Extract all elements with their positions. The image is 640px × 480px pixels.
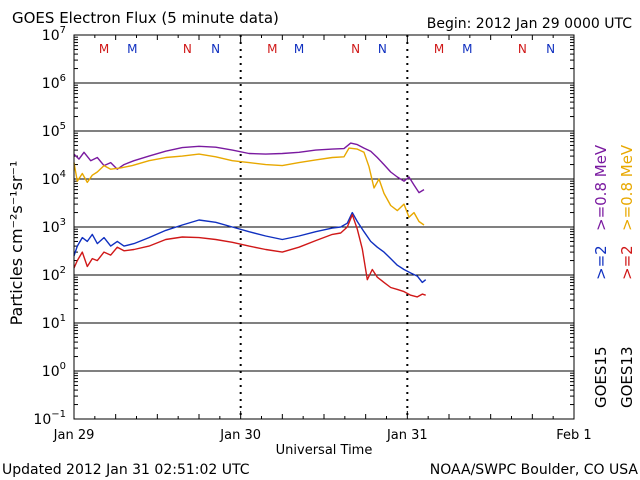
goes13-label: GOES13	[618, 346, 636, 408]
goes13-ge2-label: >=2	[618, 245, 636, 280]
y-tick-label: 107	[42, 25, 66, 44]
y-tick-label: 105	[42, 121, 66, 140]
plot-frame	[73, 34, 575, 420]
mn-marker: N	[546, 42, 555, 56]
series-line	[73, 142, 425, 194]
x-tick-label: Feb 1	[556, 428, 591, 443]
mn-marker: M	[462, 42, 472, 56]
source-credit: NOAA/SWPC Boulder, CO USA	[430, 462, 639, 478]
goes15-ge08-label: >=0.8 MeV	[592, 144, 610, 231]
updated-timestamp: Updated 2012 Jan 31 02:51:02 UTC	[2, 462, 250, 478]
y-tick-label: 102	[42, 265, 66, 284]
mn-marker: N	[351, 42, 360, 56]
mn-marker: N	[183, 42, 192, 56]
goes15-label: GOES15	[592, 346, 610, 408]
mn-marker: M	[127, 42, 137, 56]
series-line	[73, 211, 427, 284]
y-tick-label: 106	[42, 73, 66, 92]
y-tick-label: 104	[42, 169, 66, 188]
mn-marker: M	[294, 42, 304, 56]
x-tick-label: Jan 30	[219, 428, 261, 443]
chart-title: GOES Electron Flux (5 minute data)	[12, 9, 279, 27]
y-tick-label: 103	[42, 217, 66, 236]
series-line	[73, 147, 425, 226]
mn-marker: N	[518, 42, 527, 56]
y-tick-label: 100	[42, 361, 66, 380]
begin-date-label: Begin: 2012 Jan 29 0000 UTC	[427, 16, 632, 32]
y-tick-label: 10−1	[33, 409, 66, 428]
goes13-ge08-label: >=0.8 MeV	[618, 144, 636, 231]
y-axis-label: Particles cm⁻²s⁻¹sr⁻¹	[7, 161, 26, 326]
x-tick-label: Jan 31	[386, 428, 428, 443]
series-line	[73, 213, 426, 298]
x-tick-label: Jan 29	[53, 428, 95, 443]
mn-marker: M	[99, 42, 109, 56]
x-axis-label: Universal Time	[276, 443, 373, 458]
mn-marker: M	[267, 42, 277, 56]
mn-marker: N	[211, 42, 220, 56]
y-tick-label: 101	[42, 313, 66, 332]
mn-marker: M	[434, 42, 444, 56]
mn-marker: N	[378, 42, 387, 56]
goes15-ge2-label: >=2	[592, 245, 610, 280]
